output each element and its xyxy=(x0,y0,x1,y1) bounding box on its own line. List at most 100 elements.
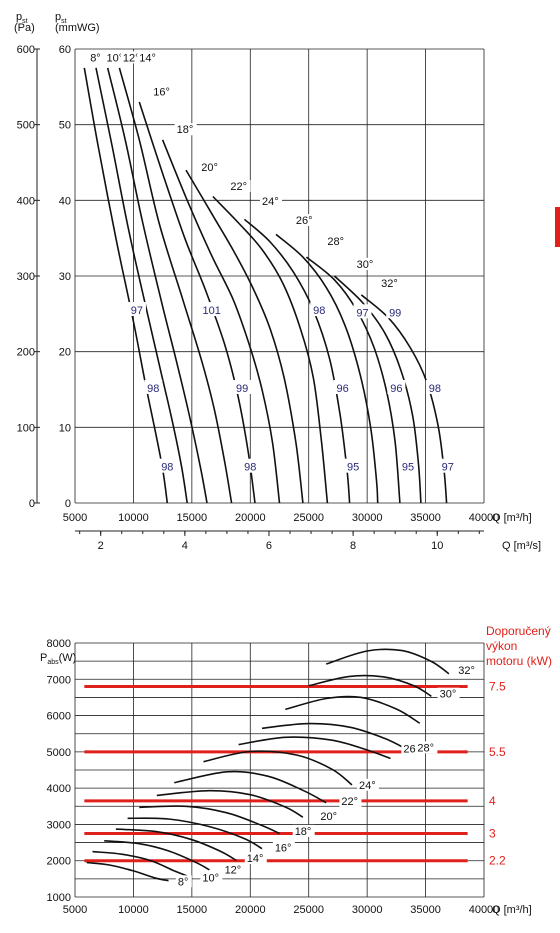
y-axis-pa-unit: (Pa) xyxy=(14,22,35,34)
x-tick-m3h: 10000 xyxy=(118,512,149,524)
power-curve-14° xyxy=(115,828,237,862)
angle-label-bg xyxy=(222,863,245,876)
pressure-curve-24° xyxy=(243,218,351,504)
power-curve-8° xyxy=(86,861,169,882)
y-tick-power: 5000 xyxy=(47,747,71,759)
motor-label: 4 xyxy=(489,794,496,808)
power-curve-28° xyxy=(261,722,409,751)
efficiency-label-bg xyxy=(241,458,260,473)
efficiency-label-bg xyxy=(202,302,221,317)
angle-label-bg xyxy=(379,276,402,289)
angle-label: 18° xyxy=(295,826,312,838)
efficiency-label: 98 xyxy=(429,383,441,395)
angle-label: 26° xyxy=(296,215,313,227)
pressure-curve-20° xyxy=(185,169,304,504)
x-tick-m3s: 2 xyxy=(98,540,104,552)
x-tick-power: 5000 xyxy=(63,904,87,916)
y-tick-power: 7000 xyxy=(47,674,71,686)
angle-label-bg xyxy=(228,179,251,192)
y-tick-pa: 100 xyxy=(17,422,35,434)
efficiency-label-bg xyxy=(144,379,163,394)
x-tick-power: 25000 xyxy=(293,904,324,916)
efficiency-label-bg xyxy=(425,379,444,394)
y-tick-pa: 600 xyxy=(17,44,35,56)
angle-label: 28° xyxy=(327,236,344,248)
angle-label: 10° xyxy=(107,52,124,64)
y-tick-pa: 400 xyxy=(17,195,35,207)
y-tick-power: 1000 xyxy=(47,892,71,904)
y-tick-mm: 20 xyxy=(59,347,71,359)
y-tick-pa: 200 xyxy=(17,347,35,359)
efficiency-label: 95 xyxy=(347,462,359,474)
pressure-curve-10° xyxy=(95,67,188,504)
angle-label: 16° xyxy=(153,86,170,98)
angle-label-bg xyxy=(292,824,315,837)
pressure-curve-18° xyxy=(161,139,281,504)
power-curves xyxy=(86,648,450,882)
efficiency-label: 96 xyxy=(390,383,402,395)
pressure-curve-16° xyxy=(138,101,256,504)
x-tick-power: 10000 xyxy=(118,904,149,916)
angle-label: 8° xyxy=(178,876,189,888)
angle-label: 12° xyxy=(225,864,242,876)
y-tick-mm: 10 xyxy=(59,422,71,434)
x-tick-m3h: 5000 xyxy=(63,512,87,524)
angle-label-bg xyxy=(151,85,174,98)
angle-label-bg xyxy=(88,51,105,64)
power-angle-labels: 8° 10°12°14°16°18°20°22°24°26°28°30°32° xyxy=(175,664,479,888)
power-curve-16° xyxy=(127,817,263,850)
motor-label: 5.5 xyxy=(489,745,506,759)
y-tick-power: 2000 xyxy=(47,856,71,868)
angle-label-bg xyxy=(259,195,282,208)
angle-label-bg xyxy=(244,852,267,865)
y-tick-mm: 60 xyxy=(59,44,71,56)
efficiency-label: 99 xyxy=(236,383,248,395)
power-curve-12° xyxy=(104,840,210,871)
y-tick-pa: 0 xyxy=(29,498,35,510)
power-curve-30° xyxy=(285,695,421,724)
angle-label-bg xyxy=(437,687,460,700)
x-axis-label-m3s: Q [m³/s] xyxy=(502,540,541,552)
efficiency-label: 98 xyxy=(147,383,159,395)
angle-label-bg xyxy=(325,235,348,248)
y-tick-mm: 0 xyxy=(65,498,71,510)
pressure-curve-8° xyxy=(83,67,169,504)
angle-label-bg xyxy=(354,257,377,270)
angle-label: 30° xyxy=(357,259,374,271)
angle-label: 20° xyxy=(320,811,337,823)
efficiency-label: 95 xyxy=(402,462,414,474)
power-curve-32° xyxy=(325,648,450,675)
y-tick-pa: 500 xyxy=(17,120,35,132)
pressure-curves xyxy=(83,67,448,504)
y-axis-pa-label: pst xyxy=(16,11,28,25)
x-tick-m3h: 15000 xyxy=(177,512,208,524)
pressure-curve-14° xyxy=(118,67,233,504)
angle-label: 24° xyxy=(359,780,376,792)
y-tick-power: 8000 xyxy=(47,638,71,650)
x-tick-m3s: 6 xyxy=(266,540,272,552)
angle-label: 18° xyxy=(177,124,194,136)
pressure-axes: 0 100 200 300 400 500 600 0 10 20 30 40 50 60 5000 1000… xyxy=(17,44,500,552)
x-tick-power: 15000 xyxy=(177,904,208,916)
x-tick-m3h: 20000 xyxy=(235,512,266,524)
power-x-label: Q [m³/h] xyxy=(492,904,532,916)
angle-label-bg xyxy=(272,841,295,854)
efficiency-label: 101 xyxy=(203,305,221,317)
x-tick-m3s: 8 xyxy=(350,540,356,552)
angle-label-bg xyxy=(415,741,438,754)
efficiency-label: 97 xyxy=(131,305,143,317)
x-tick-m3h: 35000 xyxy=(410,512,441,524)
angle-label: 14° xyxy=(247,853,264,865)
pressure-chart: 97 98 98 101 99 98 98 96 95 97 99 96 95 98 97 8° 10° 12°… xyxy=(14,11,541,552)
motor-label: 2.2 xyxy=(489,854,506,868)
angle-label: 24° xyxy=(262,196,279,208)
pressure-curve-26° xyxy=(275,233,379,504)
power-y-label: Pabs(W) xyxy=(40,652,76,666)
efficiency-label-bg xyxy=(387,379,406,394)
x-tick-power: 40000 xyxy=(469,904,500,916)
y-tick-mm: 40 xyxy=(59,195,71,207)
efficiency-label-bg xyxy=(438,458,457,473)
efficiency-label-bg xyxy=(158,458,177,473)
pressure-curve-30° xyxy=(333,275,422,504)
